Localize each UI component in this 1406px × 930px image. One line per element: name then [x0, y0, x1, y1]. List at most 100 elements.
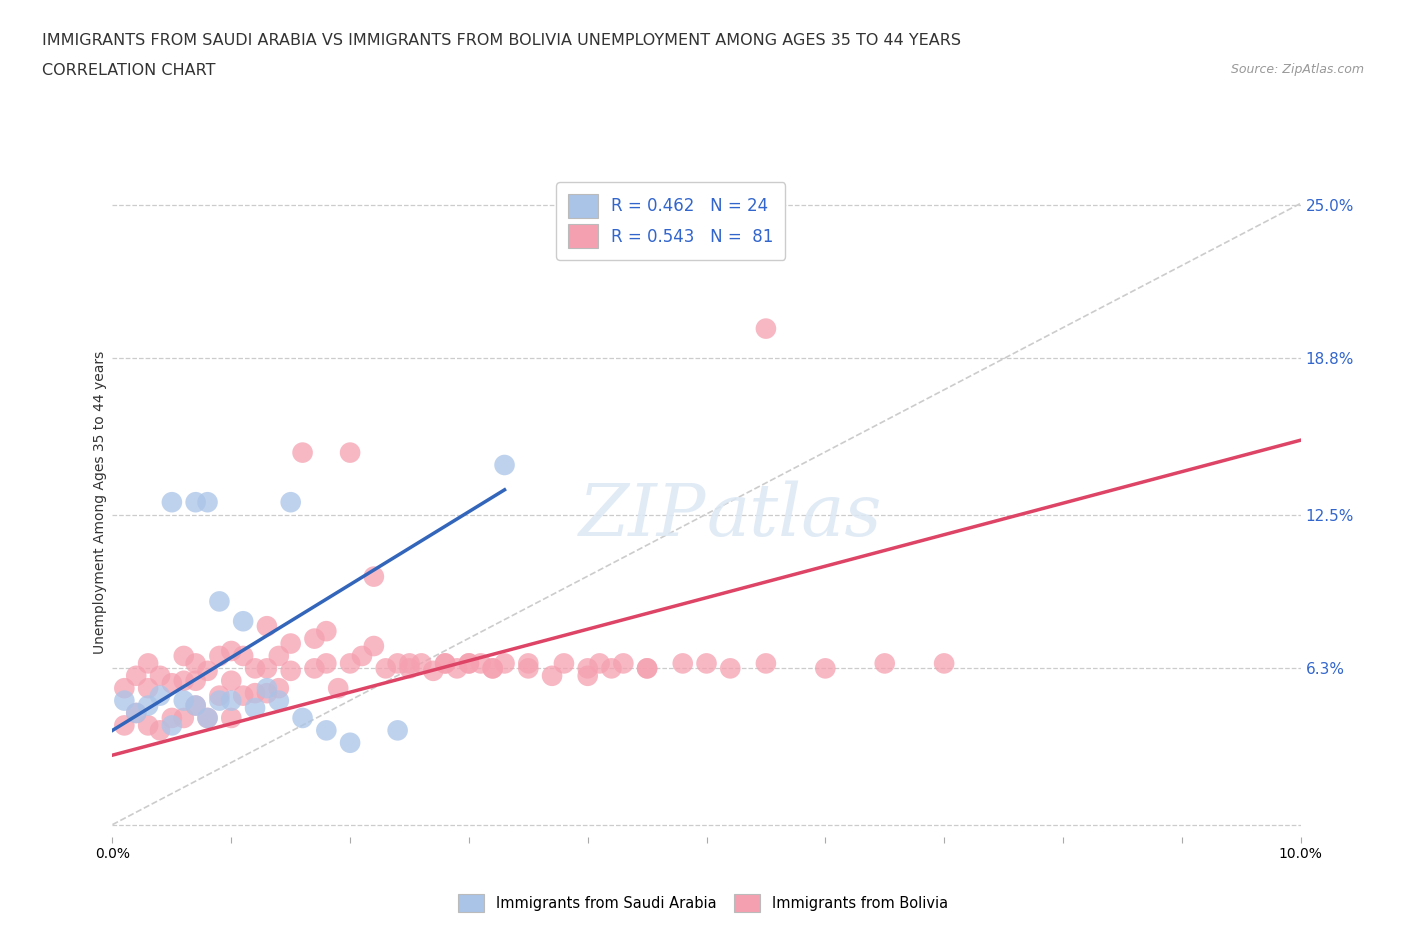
- Point: [718, 661, 741, 676]
- Point: [457, 656, 479, 671]
- Point: [160, 711, 183, 725]
- Point: [184, 495, 207, 510]
- Point: [197, 663, 219, 678]
- Point: [197, 711, 219, 725]
- Point: [339, 656, 361, 671]
- Point: [243, 685, 266, 700]
- Point: [328, 681, 350, 696]
- Point: [434, 656, 457, 671]
- Point: [422, 663, 444, 678]
- Text: IMMIGRANTS FROM SAUDI ARABIA VS IMMIGRANTS FROM BOLIVIA UNEMPLOYMENT AMONG AGES : IMMIGRANTS FROM SAUDI ARABIA VS IMMIGRAN…: [42, 33, 962, 47]
- Point: [125, 706, 148, 721]
- Point: [576, 669, 599, 684]
- Point: [267, 648, 290, 663]
- Point: [814, 661, 837, 676]
- Point: [243, 661, 266, 676]
- Point: [387, 723, 409, 737]
- Point: [112, 693, 135, 708]
- Point: [481, 661, 503, 676]
- Point: [434, 656, 457, 671]
- Point: [267, 681, 290, 696]
- Point: [149, 669, 172, 684]
- Point: [136, 656, 159, 671]
- Point: [197, 711, 219, 725]
- Point: [173, 693, 195, 708]
- Point: [481, 661, 503, 676]
- Point: [136, 681, 159, 696]
- Point: [934, 656, 956, 671]
- Point: [411, 656, 433, 671]
- Point: [600, 661, 623, 676]
- Point: [553, 656, 575, 671]
- Point: [232, 688, 254, 703]
- Point: [291, 445, 314, 460]
- Point: [696, 656, 718, 671]
- Text: ZIP: ZIP: [579, 480, 707, 551]
- Point: [541, 669, 564, 684]
- Point: [184, 698, 207, 713]
- Point: [446, 661, 468, 676]
- Legend: Immigrants from Saudi Arabia, Immigrants from Bolivia: Immigrants from Saudi Arabia, Immigrants…: [453, 888, 953, 918]
- Point: [219, 693, 242, 708]
- Point: [494, 656, 516, 671]
- Point: [494, 458, 516, 472]
- Point: [873, 656, 896, 671]
- Point: [256, 618, 278, 633]
- Text: atlas: atlas: [707, 480, 882, 551]
- Point: [588, 656, 610, 671]
- Point: [612, 656, 634, 671]
- Point: [197, 495, 219, 510]
- Point: [112, 718, 135, 733]
- Point: [208, 688, 231, 703]
- Point: [339, 736, 361, 751]
- Point: [576, 661, 599, 676]
- Point: [160, 495, 183, 510]
- Point: [267, 693, 290, 708]
- Text: Source: ZipAtlas.com: Source: ZipAtlas.com: [1230, 63, 1364, 76]
- Point: [219, 711, 242, 725]
- Point: [350, 648, 373, 663]
- Point: [315, 624, 337, 639]
- Point: [457, 656, 479, 671]
- Point: [280, 636, 302, 651]
- Text: CORRELATION CHART: CORRELATION CHART: [42, 63, 215, 78]
- Point: [636, 661, 658, 676]
- Point: [517, 656, 540, 671]
- Point: [398, 661, 420, 676]
- Point: [173, 673, 195, 688]
- Point: [219, 673, 242, 688]
- Point: [125, 669, 148, 684]
- Point: [304, 631, 326, 646]
- Point: [136, 698, 159, 713]
- Point: [387, 656, 409, 671]
- Point: [363, 569, 385, 584]
- Point: [232, 614, 254, 629]
- Point: [291, 711, 314, 725]
- Point: [304, 661, 326, 676]
- Point: [755, 321, 778, 336]
- Point: [672, 656, 695, 671]
- Point: [184, 698, 207, 713]
- Point: [184, 673, 207, 688]
- Point: [755, 656, 778, 671]
- Point: [173, 648, 195, 663]
- Point: [280, 663, 302, 678]
- Point: [398, 656, 420, 671]
- Point: [184, 656, 207, 671]
- Point: [374, 661, 396, 676]
- Point: [160, 718, 183, 733]
- Point: [136, 718, 159, 733]
- Point: [256, 681, 278, 696]
- Point: [125, 706, 148, 721]
- Point: [149, 688, 172, 703]
- Point: [208, 648, 231, 663]
- Point: [232, 648, 254, 663]
- Point: [315, 723, 337, 737]
- Point: [243, 700, 266, 715]
- Point: [470, 656, 492, 671]
- Point: [219, 644, 242, 658]
- Point: [256, 685, 278, 700]
- Point: [636, 661, 658, 676]
- Point: [208, 594, 231, 609]
- Point: [173, 711, 195, 725]
